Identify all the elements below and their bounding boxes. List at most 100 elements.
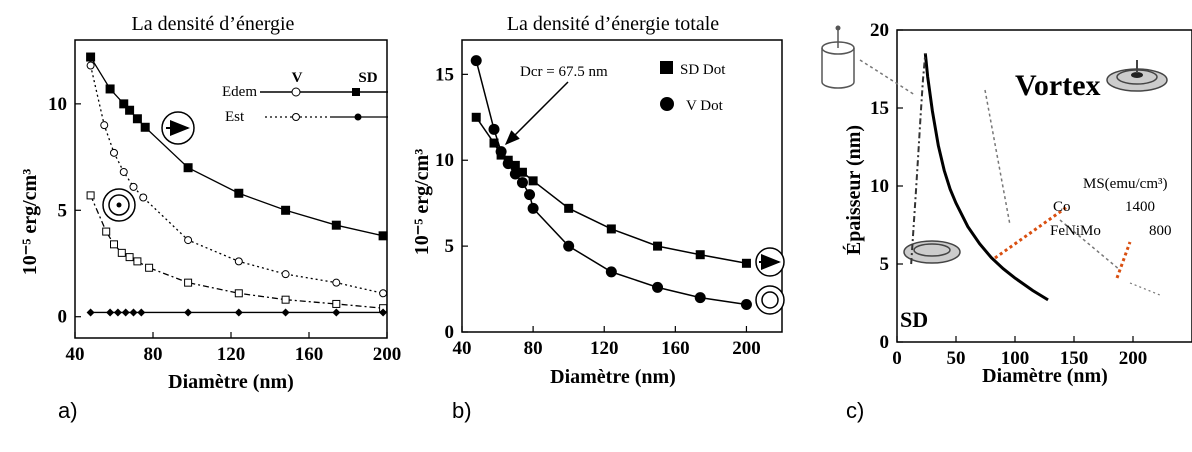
ms-row-fenimo-name: FeNiMo <box>1050 223 1101 239</box>
chart-c-ytick-label: 0 <box>880 332 890 353</box>
legend-row-edem: Edem <box>222 84 257 100</box>
vortex-domain-icon <box>102 188 136 222</box>
ms-header: MS(emu/cm³) <box>1083 176 1168 192</box>
data-point <box>234 289 243 298</box>
single-domain-icon <box>755 247 785 277</box>
data-point <box>184 278 193 287</box>
chart-a-legend: V SD Edem Est <box>222 70 388 125</box>
chart-c-ticks: 0 50 100 150 200 0 5 10 15 20 <box>870 20 1147 369</box>
legend-row-est: Est <box>225 109 245 125</box>
data-point <box>113 308 122 317</box>
co-marker-line <box>994 205 1068 260</box>
data-point <box>516 177 528 189</box>
chart-c-xtick-label: 100 <box>1001 348 1030 369</box>
data-point <box>378 231 388 241</box>
data-point <box>234 308 243 317</box>
data-point <box>502 158 514 170</box>
chart-c-xtick-label: 0 <box>892 348 902 369</box>
ms-row-co-name: Co <box>1053 199 1071 215</box>
data-point <box>281 295 290 304</box>
vortex-domain-icon <box>755 285 785 315</box>
chart-c-xtick-label: 50 <box>947 348 966 369</box>
data-point <box>528 176 538 186</box>
data-point <box>121 308 130 317</box>
data-point <box>527 202 539 214</box>
data-point <box>102 227 111 236</box>
data-point <box>331 220 341 230</box>
chart-b-ylabel: 10⁻⁵ erg/cm³ <box>411 149 433 255</box>
chart-c-ytick-label: 15 <box>870 98 889 119</box>
chart-a-ytick-label: 10 <box>48 94 67 115</box>
chart-a-ytick-label: 0 <box>58 307 68 328</box>
panel-label-b: b) <box>452 398 472 423</box>
panel-label-a: a) <box>58 398 78 423</box>
series-line <box>475 116 747 265</box>
chart-b-xtick-label: 200 <box>732 338 761 359</box>
data-point <box>379 308 388 317</box>
data-point <box>489 138 499 148</box>
legend-col-sd: SD <box>358 70 377 86</box>
chart-a-xtick-label: 200 <box>373 344 402 365</box>
data-point <box>117 248 126 257</box>
chart-c-ytick-label: 10 <box>870 176 889 197</box>
chart-a-ylabel: 10⁻⁵ erg/cm³ <box>19 169 41 275</box>
chart-b-xtick-label: 120 <box>590 338 619 359</box>
data-point <box>86 191 95 200</box>
chart-b-xtick-label: 80 <box>524 338 543 359</box>
data-point <box>86 52 96 62</box>
chart-b-ytick-label: 10 <box>435 150 454 171</box>
chart-b-frame <box>461 39 783 333</box>
chart-b-ytick-label: 15 <box>435 64 454 85</box>
data-point <box>139 193 148 202</box>
chart-a-title: La densité d’énergie <box>132 13 295 35</box>
data-point <box>510 160 520 170</box>
chart-a-xtick-label: 40 <box>66 344 85 365</box>
ms-pointer <box>1059 219 1121 271</box>
data-point <box>564 203 574 213</box>
chart-a: La densité d’énergie 40 80 120 160 200 0 5 10 D… <box>19 13 401 393</box>
data-point <box>695 250 705 260</box>
data-point <box>105 84 115 94</box>
chart-a-xtick-label: 160 <box>295 344 324 365</box>
data-point <box>129 308 138 317</box>
chart-c-xtick-label: 200 <box>1119 348 1148 369</box>
data-point <box>100 121 109 130</box>
data-point <box>234 188 244 198</box>
data-point <box>524 189 536 201</box>
legend-est-sd-marker <box>354 113 362 121</box>
data-point <box>140 122 150 132</box>
data-point <box>509 168 521 180</box>
series-line <box>89 65 384 294</box>
legend-edem-v-marker <box>291 87 301 97</box>
chart-b-ytick-label: 0 <box>445 322 455 343</box>
data-point <box>517 167 527 177</box>
annotation-arrow <box>504 81 569 146</box>
data-point <box>129 182 138 191</box>
fenimo-marker-line <box>1115 241 1132 279</box>
data-point <box>133 257 142 266</box>
data-point <box>145 263 154 272</box>
chart-a-xtick-label: 80 <box>144 344 163 365</box>
chart-c-xtick-label: 150 <box>1060 348 1089 369</box>
data-point <box>106 308 115 317</box>
data-point <box>132 114 142 124</box>
chart-b-xtick-label: 40 <box>453 338 472 359</box>
legend-edem-sd-marker <box>352 88 360 96</box>
data-point <box>740 299 752 311</box>
data-point <box>281 308 290 317</box>
data-point <box>470 55 482 67</box>
data-point <box>184 308 193 317</box>
data-point <box>563 240 575 252</box>
data-point <box>495 146 507 158</box>
chart-a-xlabel: Diamètre (nm) <box>168 371 294 393</box>
chart-a-series <box>86 52 388 317</box>
data-point <box>281 205 291 215</box>
data-point <box>332 278 341 287</box>
data-point <box>606 224 616 234</box>
vortex-disk-icon <box>1106 60 1168 92</box>
data-point <box>119 167 128 176</box>
chart-b-xlabel: Diamètre (nm) <box>550 366 676 388</box>
ms-row-co-value: 1400 <box>1125 199 1155 215</box>
